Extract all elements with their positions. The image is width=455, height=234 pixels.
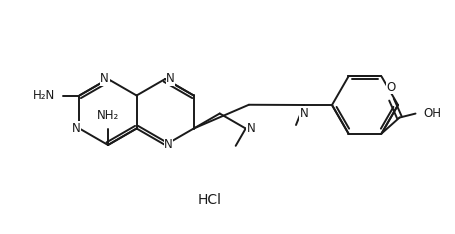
Text: NH₂: NH₂: [96, 109, 119, 122]
Text: N: N: [246, 122, 255, 135]
Text: N: N: [71, 122, 80, 135]
Text: HCl: HCl: [197, 193, 222, 207]
Text: O: O: [386, 80, 395, 94]
Text: H₂N: H₂N: [33, 89, 56, 102]
Text: N: N: [299, 107, 308, 120]
Text: N: N: [164, 139, 172, 151]
Text: OH: OH: [423, 107, 440, 120]
Text: N: N: [166, 73, 175, 85]
Text: N: N: [100, 73, 109, 85]
